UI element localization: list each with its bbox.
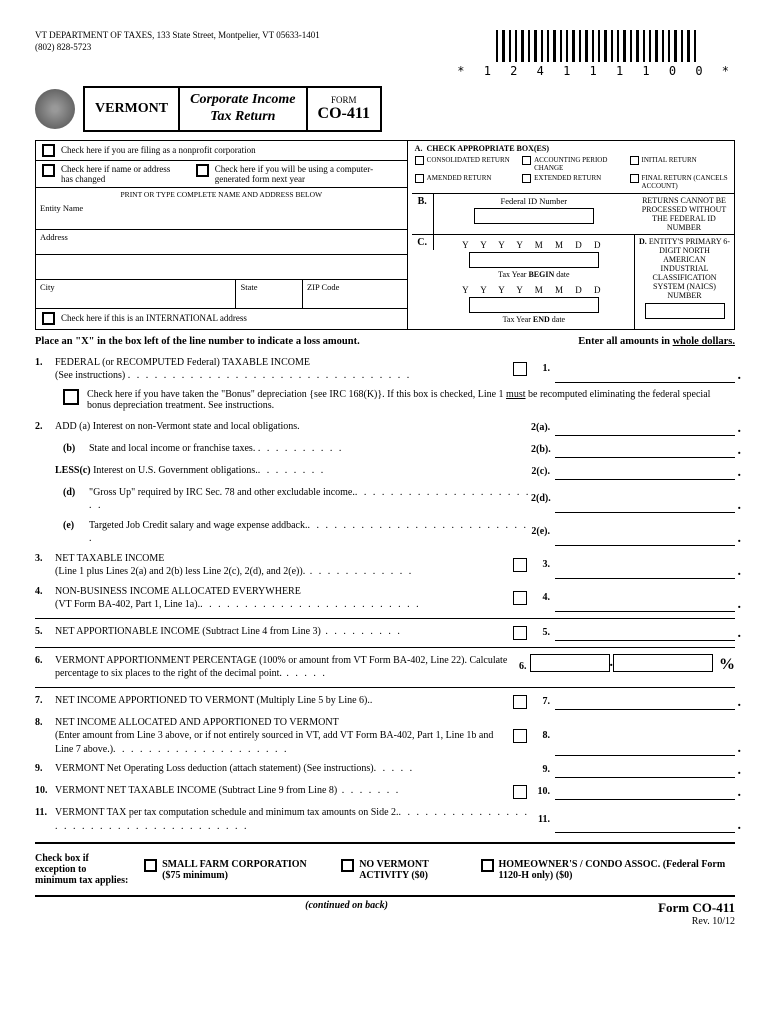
no-activity-checkbox[interactable]	[341, 859, 354, 872]
line-2b: (b)State and local income or franchise t…	[35, 439, 735, 461]
line-2e-amount[interactable]	[555, 530, 735, 546]
barcode: * 1 2 4 1 1 1 1 0 0 *	[457, 30, 735, 78]
dept-info: VT DEPARTMENT OF TAXES, 133 State Street…	[35, 30, 320, 53]
line-2e: (e)Targeted Job Credit salary and wage e…	[35, 516, 735, 549]
homeowner-checkbox[interactable]	[481, 859, 494, 872]
tax-year-begin-field[interactable]	[469, 252, 599, 268]
line-9-amount[interactable]	[555, 762, 735, 778]
zip-field[interactable]: ZIP Code	[303, 280, 407, 308]
line-6-dec[interactable]	[613, 654, 713, 672]
line-5-amount[interactable]	[555, 625, 735, 641]
state-seal-icon	[35, 89, 75, 129]
line-5: 5.NET APPORTIONABLE INCOME (Subtract Lin…	[35, 622, 735, 644]
line-10-amount[interactable]	[555, 784, 735, 800]
line-5-loss-checkbox[interactable]	[513, 626, 527, 640]
consolidated-checkbox[interactable]	[415, 156, 424, 165]
line-11: 11.VERMONT TAX per tax computation sched…	[35, 803, 735, 836]
line-2c-amount[interactable]	[555, 464, 735, 480]
state-field[interactable]: State	[236, 280, 302, 308]
line-1-amount[interactable]	[555, 367, 735, 383]
line-2d: (d)"Gross Up" required by IRC Sec. 78 an…	[35, 483, 735, 516]
line-1-loss-checkbox[interactable]	[513, 362, 527, 376]
line-3: 3.NET TAXABLE INCOME (Line 1 plus Lines …	[35, 549, 735, 582]
federal-id-field[interactable]	[474, 208, 594, 224]
bonus-note: Check here if you have taken the "Bonus"…	[35, 389, 735, 411]
naics-field[interactable]	[645, 303, 725, 319]
line-10-loss-checkbox[interactable]	[513, 785, 527, 799]
intl-checkbox[interactable]	[42, 312, 55, 325]
line-3-amount[interactable]	[555, 563, 735, 579]
exception-row: Check box if exception to minimum tax ap…	[35, 849, 735, 890]
line-6: 6.VERMONT APPORTIONMENT PERCENTAGE (100%…	[35, 651, 735, 684]
address-field-2[interactable]	[36, 255, 407, 279]
instructions: Place an "X" in the box left of the line…	[35, 330, 735, 353]
form-number: CO-411	[318, 105, 370, 123]
state-name: VERMONT	[95, 101, 168, 117]
line-7: 7.NET INCOME APPORTIONED TO VERMONT (Mul…	[35, 691, 735, 713]
accounting-checkbox[interactable]	[522, 156, 531, 165]
line-2a: 2.ADD (a) Interest on non-Vermont state …	[35, 417, 735, 439]
line-8-amount[interactable]	[555, 740, 735, 756]
initial-checkbox[interactable]	[630, 156, 639, 165]
line-8-loss-checkbox[interactable]	[513, 729, 527, 743]
line-3-loss-checkbox[interactable]	[513, 558, 527, 572]
name-change-checkbox[interactable]	[42, 164, 55, 177]
line-4-amount[interactable]	[555, 596, 735, 612]
form-title: Corporate Income Tax Return	[190, 92, 295, 126]
footer: (continued on back) Form CO-411Rev. 10/1…	[35, 895, 735, 927]
small-farm-checkbox[interactable]	[144, 859, 157, 872]
line-7-loss-checkbox[interactable]	[513, 695, 527, 709]
computer-form-checkbox[interactable]	[196, 164, 209, 177]
line-10: 10.VERMONT NET TAXABLE INCOME (Subtract …	[35, 781, 735, 803]
nonprofit-checkbox[interactable]	[42, 144, 55, 157]
extended-checkbox[interactable]	[522, 174, 531, 183]
line-1: 1. FEDERAL (or RECOMPUTED Federal) TAXAB…	[35, 353, 735, 386]
bonus-checkbox[interactable]	[63, 389, 79, 405]
line-8: 8.NET INCOME ALLOCATED AND APPORTIONED T…	[35, 713, 735, 760]
line-7-amount[interactable]	[555, 694, 735, 710]
line-2b-amount[interactable]	[555, 442, 735, 458]
header: VT DEPARTMENT OF TAXES, 133 State Street…	[35, 30, 735, 78]
entity-name-field[interactable]: Entity Name	[36, 201, 407, 229]
line-11-amount[interactable]	[555, 817, 735, 833]
tax-year-end-field[interactable]	[469, 297, 599, 313]
section-a: A.CHECK APPROPRIATE BOX(ES) CONSOLIDATED…	[412, 141, 734, 194]
line-2c: LESS(c) Interest on U.S. Government obli…	[35, 461, 735, 483]
amended-checkbox[interactable]	[415, 174, 424, 183]
line-2d-amount[interactable]	[555, 497, 735, 513]
title-row: VERMONT Corporate Income Tax Return FORM…	[35, 86, 735, 132]
line-9: 9.VERMONT Net Operating Loss deduction (…	[35, 759, 735, 781]
address-field[interactable]: Address	[36, 230, 407, 254]
line-4-loss-checkbox[interactable]	[513, 591, 527, 605]
line-2a-amount[interactable]	[555, 420, 735, 436]
line-6-int[interactable]	[530, 654, 610, 672]
final-checkbox[interactable]	[630, 174, 639, 183]
city-field[interactable]: City	[36, 280, 236, 308]
info-section: Check here if you are filing as a nonpro…	[35, 140, 735, 330]
line-4: 4.NON-BUSINESS INCOME ALLOCATED EVERYWHE…	[35, 582, 735, 615]
